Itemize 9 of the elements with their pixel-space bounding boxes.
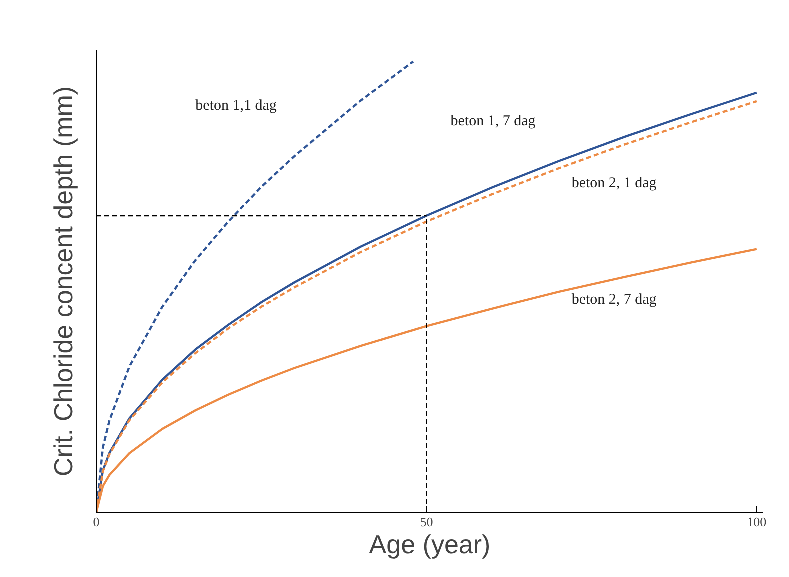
series-label: beton 2, 7 dag xyxy=(572,292,658,308)
series-label: beton 2, 1 dag xyxy=(572,176,658,192)
text: beton 1,1 dag xyxy=(196,98,278,114)
x-tick-label: 50 xyxy=(420,514,434,530)
x-tick-label: 100 xyxy=(747,514,767,530)
text: beton 1, 7 dag xyxy=(450,114,536,130)
y-axis-title: Crit. Chloride concent depth (mm) xyxy=(48,86,78,477)
x-axis-title: Age (year) xyxy=(369,530,491,560)
x-tick-label: 0 xyxy=(93,514,100,530)
